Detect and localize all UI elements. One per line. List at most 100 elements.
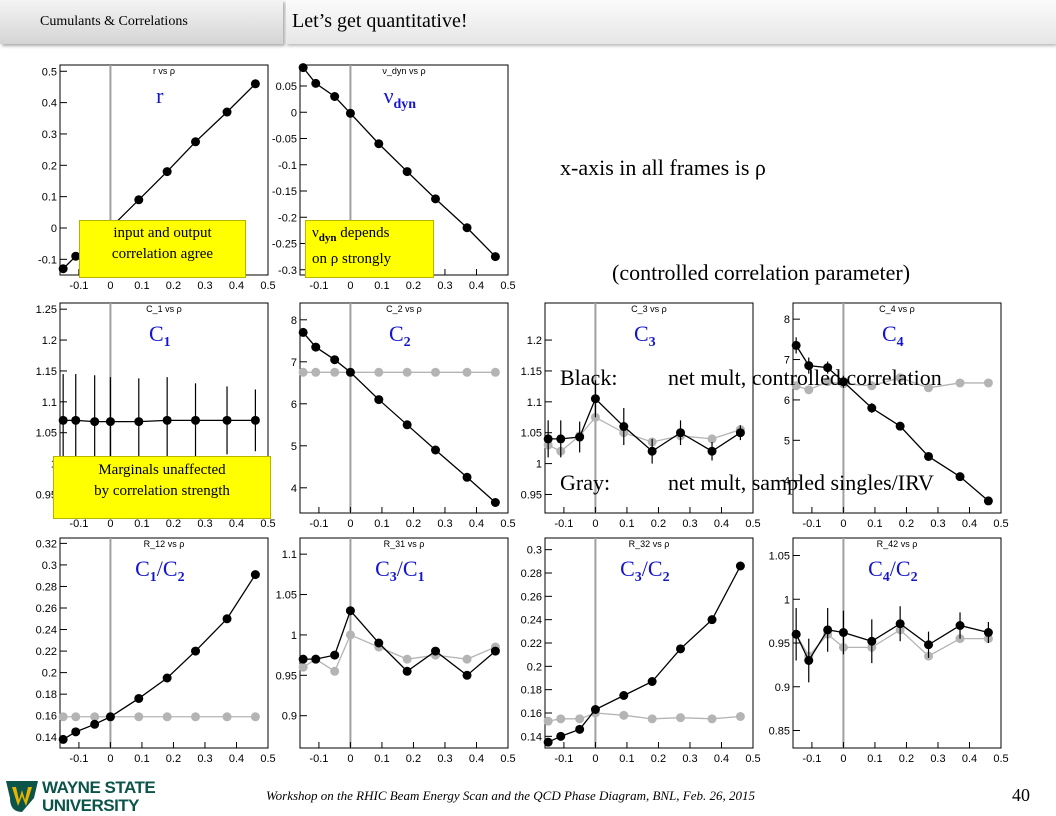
data-point-black (162, 673, 172, 683)
label-sub: 3 (635, 570, 642, 585)
data-point-black (867, 403, 877, 413)
data-point-black (543, 737, 553, 747)
data-point-black (311, 78, 321, 88)
chart-label: C2 (389, 321, 411, 350)
x-tick-label: 0.4 (229, 753, 244, 765)
y-tick-label: -0.2 (278, 212, 297, 224)
data-point-gray (735, 712, 745, 721)
data-point-gray (298, 662, 308, 672)
x-tick-label: 0.3 (682, 518, 697, 530)
data-point-black (250, 570, 260, 580)
data-point-gray (431, 367, 441, 377)
data-point-black (867, 636, 877, 646)
x-tick-label: 0 (840, 518, 846, 530)
data-point-black (619, 691, 629, 700)
y-tick-label: 0.26 (521, 591, 542, 603)
x-tick-label: 0.2 (166, 280, 181, 292)
chart-label: C4/C2 (868, 556, 917, 585)
data-point-black (345, 108, 355, 118)
data-point-black (838, 377, 848, 387)
y-tick-label: 1.05 (769, 551, 790, 563)
callout-nu-post: depends (336, 225, 390, 241)
university-logo: WAYNE STATE UNIVERSITY (2, 772, 172, 816)
data-point-black (462, 223, 472, 233)
data-point-black (191, 646, 201, 656)
data-point-black (330, 92, 340, 101)
y-tick-label: 0.9 (775, 682, 790, 694)
y-tick-label: 0.16 (36, 711, 57, 723)
x-tick-label: 0.1 (619, 518, 634, 530)
y-tick-label: 7 (784, 355, 790, 367)
data-point-black (134, 195, 144, 205)
data-point-gray (298, 367, 308, 377)
y-tick-label: 0.5 (42, 66, 57, 78)
note-line-1: x-axis in all frames is ρ (560, 155, 766, 180)
data-point-black (676, 644, 686, 654)
data-point-black (431, 194, 441, 204)
x-tick-label: 0.4 (714, 518, 729, 530)
y-tick-label: 0.3 (42, 129, 57, 141)
data-point-gray (330, 666, 340, 676)
y-tick-label: 0.18 (521, 685, 542, 697)
chart-title: R_42 vs ρ (877, 539, 918, 549)
label-mid: /C (397, 556, 418, 581)
data-point-black (250, 79, 260, 89)
data-point-black (707, 615, 717, 625)
data-point-gray (134, 712, 144, 722)
data-point-black (804, 361, 814, 371)
chart-title: r vs ρ (153, 66, 175, 76)
x-tick-label: 0.1 (374, 753, 389, 765)
y-tick-label: 0.95 (769, 638, 790, 650)
x-tick-label: 0.4 (229, 280, 244, 292)
x-tick-label: 0.2 (406, 280, 421, 292)
chart-label: C3/C2 (620, 556, 669, 585)
chart-r42: -0.1 0 0.1 0.2 0.3 0.4 0.5 0.85 0.9 0.95 1 1.05 R_42… (763, 533, 1009, 773)
chart-r32: -0.1 0 0.1 0.2 0.3 0.4 0.5 0.14 0.16 0.18 0.2 0.22 0… (515, 533, 761, 773)
data-point-black (735, 561, 745, 571)
data-point-gray (676, 713, 686, 723)
y-tick-label: 0.24 (36, 625, 57, 637)
data-point-black (490, 646, 500, 656)
y-tick-label: -0.1 (278, 160, 297, 172)
y-tick-label: 0.24 (521, 615, 542, 627)
x-tick-label: 0 (347, 280, 353, 292)
page-number: 40 (1012, 785, 1030, 805)
x-tick-label: 0.5 (500, 280, 515, 292)
label-main: C (135, 556, 150, 581)
data-point-black (58, 415, 68, 425)
y-tick-label: 0.95 (276, 670, 297, 682)
data-point-gray (90, 712, 100, 722)
x-tick-label: -0.1 (69, 280, 88, 292)
y-tick-label: 1.05 (521, 428, 542, 440)
data-point-gray (402, 654, 412, 664)
data-point-gray (345, 630, 355, 640)
label-main: C (634, 321, 649, 346)
y-tick-label: 1.1 (282, 549, 297, 561)
data-point-black (490, 252, 500, 262)
x-tick-label: 0.4 (962, 518, 977, 530)
footer-text: Workshop on the RHIC Beam Energy Scan an… (266, 788, 756, 803)
y-tick-label: 0.28 (36, 581, 57, 593)
label-sub: 2 (404, 335, 411, 350)
plot-frame (792, 302, 1002, 514)
x-tick-label: 0.5 (260, 518, 275, 530)
data-point-black (162, 415, 172, 425)
section-title: Cumulants & Correlations (40, 14, 188, 29)
axis-note: x-axis in all frames is ρ (controlled co… (560, 80, 942, 535)
data-point-black (647, 677, 657, 686)
y-tick-label: 0.28 (521, 568, 542, 580)
chart-title: C_1 vs ρ (146, 304, 182, 314)
data-point-black (250, 415, 260, 425)
chart-c2: -0.1 0 0.1 0.2 0.3 0.4 0.5 4 5 6 7 8 C_2 vs ρ C2 (270, 298, 516, 538)
logo-line-2: UNIVERSITY (42, 796, 140, 815)
data-point-black (298, 63, 308, 73)
data-point-black (955, 472, 965, 482)
label-sub2: 1 (418, 570, 425, 585)
y-tick-label: 0.95 (36, 489, 57, 501)
label-main: C (882, 321, 897, 346)
data-point-black (298, 654, 308, 664)
data-point-gray (71, 712, 81, 722)
data-point-gray (955, 378, 965, 388)
callout-nu-line2: on ρ strongly (312, 251, 392, 267)
chart-r32-svg: -0.1 0 0.1 0.2 0.3 0.4 0.5 0.14 0.16 0.18 0.2 0.22 0… (521, 537, 761, 765)
